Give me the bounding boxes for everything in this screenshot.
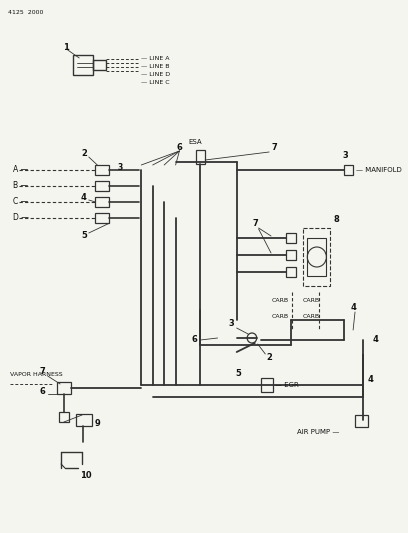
Text: ESA: ESA (188, 139, 202, 145)
Text: — LINE B: — LINE B (141, 64, 170, 69)
Text: D —: D — (13, 214, 29, 222)
Text: 1: 1 (63, 43, 69, 52)
Text: 5: 5 (236, 368, 242, 377)
Bar (95, 197, 109, 207)
Text: — EGR: — EGR (275, 382, 299, 388)
Text: 7: 7 (253, 220, 259, 229)
Bar (304, 228, 330, 286)
Bar (262, 378, 273, 392)
Text: 2: 2 (81, 149, 87, 158)
Text: B —: B — (13, 182, 29, 190)
Text: 7: 7 (39, 367, 45, 376)
Bar (73, 55, 93, 75)
Text: 6: 6 (39, 387, 45, 397)
Text: 4: 4 (367, 376, 373, 384)
Text: 5: 5 (81, 231, 87, 240)
Text: 4: 4 (81, 193, 87, 203)
Text: 9: 9 (95, 419, 100, 429)
Bar (95, 181, 109, 191)
Bar (286, 233, 296, 243)
Bar (59, 412, 69, 422)
Text: 10: 10 (80, 472, 92, 481)
Bar (344, 165, 353, 175)
Text: 6: 6 (192, 335, 197, 344)
Text: — LINE C: — LINE C (141, 80, 170, 85)
Text: 7: 7 (272, 143, 278, 152)
Text: CARB: CARB (303, 313, 320, 319)
Text: 4125  2000: 4125 2000 (8, 10, 43, 14)
Bar (286, 267, 296, 277)
Bar (95, 165, 109, 175)
Bar (76, 414, 92, 426)
Bar (57, 382, 71, 394)
Text: — LINE D: — LINE D (141, 72, 171, 77)
Text: AIR PUMP —: AIR PUMP — (297, 429, 340, 435)
Bar (196, 150, 205, 164)
Text: 3: 3 (343, 151, 348, 160)
Text: 3: 3 (118, 163, 123, 172)
Text: CARB: CARB (272, 297, 289, 303)
Text: 6: 6 (177, 143, 182, 152)
Bar (95, 213, 109, 223)
Text: A —: A — (13, 166, 29, 174)
Bar (93, 60, 106, 70)
Text: 2: 2 (266, 353, 272, 362)
Text: 8: 8 (333, 215, 339, 224)
Text: VAPOR HARNESS: VAPOR HARNESS (9, 372, 62, 376)
Text: 4: 4 (350, 303, 356, 312)
Text: — MANIFOLD: — MANIFOLD (356, 167, 402, 173)
Text: C —: C — (13, 198, 29, 206)
Text: CARB: CARB (303, 297, 320, 303)
Text: 3: 3 (228, 319, 234, 328)
Text: CARB: CARB (272, 313, 289, 319)
Text: — LINE A: — LINE A (141, 56, 170, 61)
Bar (286, 250, 296, 260)
Bar (355, 415, 368, 427)
Text: 4: 4 (372, 335, 378, 344)
